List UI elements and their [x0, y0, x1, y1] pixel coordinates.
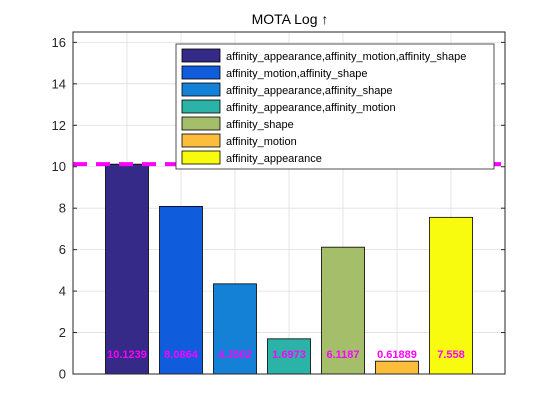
bar — [375, 360, 419, 375]
data-label: 7.558 — [437, 349, 465, 361]
y-tick-label: 12 — [52, 118, 66, 133]
legend-entry: affinity_motion — [226, 136, 297, 148]
legend-swatch — [181, 99, 221, 114]
data-label: 1.6973 — [272, 349, 306, 361]
y-tick-label: 16 — [52, 35, 66, 50]
legend-swatch — [181, 150, 221, 165]
legend-box — [175, 43, 495, 170]
legend-swatch — [181, 48, 221, 63]
y-tick-label: 14 — [52, 76, 66, 91]
legend-entry: affinity_appearance,affinity_motion,affi… — [226, 51, 466, 63]
y-tick-label: 10 — [52, 159, 66, 174]
legend-entry: affinity_motion,affinity_shape — [226, 68, 367, 80]
y-tick-label: 6 — [59, 242, 66, 257]
legend-entry: affinity_shape — [226, 119, 294, 131]
legend-swatch — [181, 65, 221, 80]
legend-entry: affinity_appearance — [226, 153, 322, 165]
legend-swatch — [181, 133, 221, 148]
bars — [105, 163, 473, 375]
data-labels: 10.1239 8.0864 4.3502 1.6973 6.1187 0.61889 7.… — [107, 349, 465, 361]
y-tick-label: 4 — [59, 284, 66, 299]
data-label: 10.1239 — [107, 349, 147, 361]
y-tick-label: 0 — [59, 367, 66, 382]
bar — [267, 338, 311, 375]
data-label: 6.1187 — [326, 349, 359, 361]
legend-entry: affinity_appearance,affinity_shape — [226, 85, 393, 97]
data-label: 4.3502 — [218, 349, 252, 361]
legend: affinity_appearance,affinity_motion,affi… — [175, 43, 495, 170]
y-tick-label: 8 — [59, 201, 66, 216]
y-tick-label: 2 — [59, 325, 66, 340]
legend-entry: affinity_appearance,affinity_motion — [226, 102, 396, 114]
y-axis-ticks: 0 2 4 6 8 10 12 14 16 — [52, 35, 505, 382]
chart-title: MOTA Log ↑ — [252, 11, 329, 27]
axes-box — [72, 31, 506, 375]
bar — [105, 163, 149, 375]
legend-swatch — [181, 116, 221, 131]
data-label: 0.61889 — [377, 349, 417, 361]
bar — [321, 246, 365, 375]
data-label: 8.0864 — [164, 349, 199, 361]
legend-swatch — [181, 82, 221, 97]
